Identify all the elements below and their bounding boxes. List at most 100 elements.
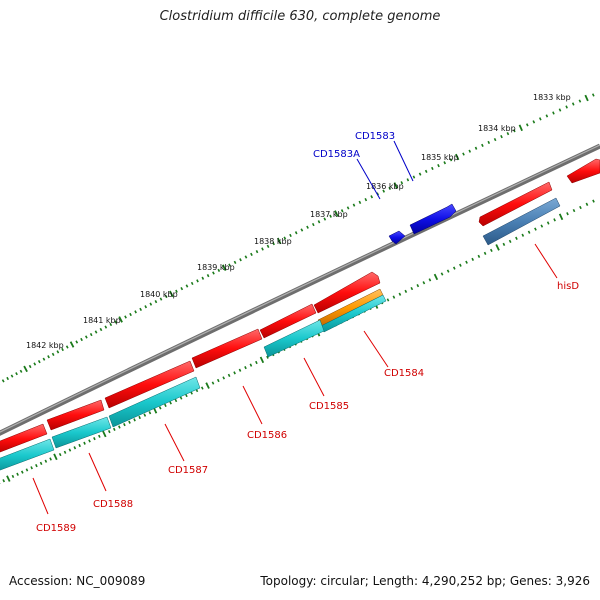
inner-minor-tick [459,263,462,267]
outer-minor-tick [266,244,270,248]
label-CD1589[interactable]: CD1589 [36,523,76,534]
leader-CD1586 [242,385,263,425]
inner-minor-tick [35,463,38,468]
inner-minor-tick [158,406,162,410]
inner-minor-tick [118,425,121,429]
tick-label-1834: 1834 kbp [478,124,516,133]
inner-minor-tick [233,371,236,375]
feature-CD1587[interactable] [108,376,201,428]
outer-minor-tick [109,322,113,327]
tick-label-1839: 1839 kbp [197,263,235,272]
outer-minor-tick [51,352,55,356]
leader-CD1584 [363,330,389,368]
label-hisD[interactable]: hisD [557,281,579,292]
outer-minor-tick [481,143,484,147]
label-CD1584[interactable]: CD1584 [384,368,424,379]
outer-minor-tick [532,120,536,124]
outer-minor-tick [196,279,199,283]
outer-minor-tick [311,222,315,227]
outer-minor-tick [10,374,14,378]
outer-minor-tick [185,284,189,288]
outer-minor-tick [493,137,497,142]
inner-minor-tick [25,468,29,472]
inner-minor-tick [483,251,487,255]
outer-minor-tick [552,111,555,115]
inner-minor-tick [244,366,247,370]
outer-minor-tick [306,225,309,229]
outer-minor-tick [164,294,168,299]
label-CD1588[interactable]: CD1588 [93,499,133,510]
inner-minor-tick [579,205,582,210]
inner-minor-tick [58,452,62,457]
outer-major-tick [118,316,123,323]
gene-hisD[interactable] [478,181,553,227]
inner-minor-tick [404,289,408,293]
inner-minor-tick [553,218,556,222]
inner-minor-tick [515,236,518,240]
tick-label-1837: 1837 kbp [310,210,348,219]
inner-major-tick [6,475,11,482]
inner-minor-tick [572,208,576,213]
label-CD1587[interactable]: CD1587 [168,465,208,476]
outer-minor-tick [239,258,242,262]
label-CD1586[interactable]: CD1586 [247,430,287,441]
outer-minor-tick [134,310,137,314]
outer-minor-tick [538,117,542,121]
outer-minor-tick [233,260,237,264]
feature-hisD[interactable] [482,197,561,246]
forward-genes [388,203,457,245]
inner-minor-tick [133,418,136,422]
gene-right-edge[interactable] [566,158,600,184]
outer-minor-tick [201,276,205,280]
outer-minor-tick [323,217,327,221]
inner-minor-tick [107,430,111,434]
inner-minor-tick [255,360,258,365]
inner-minor-tick [465,260,468,264]
gene-CD1588[interactable] [46,399,105,431]
outer-minor-tick [261,247,264,251]
inner-minor-tick [63,450,67,454]
inner-minor-tick [566,212,569,216]
inner-minor-tick [508,239,512,243]
outer-minor-tick [462,152,465,156]
inner-minor-tick [489,248,493,252]
outer-minor-tick [525,123,529,127]
feature-CD1585[interactable] [263,319,325,358]
outer-minor-tick [289,233,292,238]
genome-backbone-highlight [0,144,600,433]
outer-minor-tick [42,357,46,361]
gene-CD1589[interactable] [0,423,48,454]
feature-CD1588[interactable] [51,416,112,449]
inner-minor-tick [148,411,152,415]
label-CD1585[interactable]: CD1585 [309,401,349,412]
gene-CD1585[interactable] [259,303,317,339]
outer-minor-tick [206,274,210,278]
feature-CD1589[interactable] [0,438,55,472]
outer-minor-tick [6,376,10,381]
tick-label-1841: 1841 kbp [83,316,121,325]
label-CD1583[interactable]: CD1583 [355,131,395,142]
reverse-genes [0,158,600,454]
gene-CD1586[interactable] [191,328,263,369]
outer-minor-tick [294,231,298,235]
gene-CD1583A[interactable] [388,230,406,245]
inner-minor-tick [227,373,231,378]
outer-minor-tick [228,263,231,267]
inner-minor-tick [211,381,215,385]
outer-minor-tick [28,364,32,369]
tick-label-1833: 1833 kbp [533,93,571,102]
inner-minor-tick [222,376,226,380]
inner-minor-tick [200,386,204,390]
outer-minor-tick [94,330,98,334]
outer-minor-tick [33,362,37,366]
leader-hisD [534,243,558,279]
gene-CD1587[interactable] [104,360,195,409]
gene-CD1584[interactable] [313,271,381,314]
outer-minor-tick [346,206,350,210]
inner-minor-tick [422,281,426,285]
label-CD1583A[interactable]: CD1583A [313,149,360,160]
inner-minor-tick [249,363,253,367]
outer-minor-tick [159,297,163,301]
gene-CD1583[interactable] [409,203,457,235]
